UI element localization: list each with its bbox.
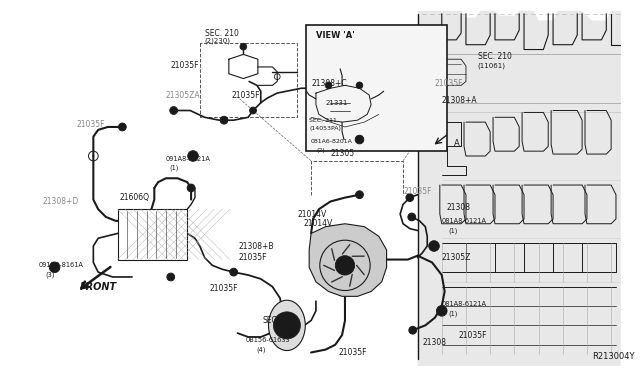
Text: 21035F: 21035F — [171, 61, 199, 70]
Text: 081A8-6121A: 081A8-6121A — [442, 218, 487, 224]
Text: (11061): (11061) — [477, 63, 506, 69]
Bar — [118, 209, 188, 260]
Text: B: B — [53, 265, 56, 270]
Polygon shape — [309, 224, 387, 296]
Text: 21035F: 21035F — [403, 187, 431, 196]
Text: 21308: 21308 — [447, 203, 470, 212]
Text: 21035F: 21035F — [239, 253, 267, 262]
Text: 091B8-8161A: 091B8-8161A — [38, 262, 83, 268]
Text: SEC. 210: SEC. 210 — [205, 29, 239, 38]
Text: (4): (4) — [256, 346, 266, 353]
Text: 21308+C: 21308+C — [311, 79, 347, 88]
Circle shape — [188, 184, 195, 192]
Ellipse shape — [269, 300, 305, 350]
Circle shape — [167, 273, 175, 281]
Text: SEC. 210: SEC. 210 — [477, 52, 511, 61]
Circle shape — [230, 268, 237, 276]
Text: B: B — [358, 137, 362, 142]
Circle shape — [273, 312, 300, 339]
Circle shape — [325, 82, 332, 89]
Text: 21014V: 21014V — [298, 209, 327, 219]
Text: 21035F: 21035F — [458, 331, 486, 340]
Text: 081A6-8201A: 081A6-8201A — [311, 139, 353, 144]
Text: 21305Z: 21305Z — [442, 253, 471, 262]
Text: (1): (1) — [449, 227, 458, 234]
Text: SEC.150: SEC.150 — [262, 316, 294, 325]
Circle shape — [409, 326, 417, 334]
Circle shape — [49, 262, 60, 273]
Text: 21035F: 21035F — [232, 90, 260, 100]
Circle shape — [356, 82, 363, 89]
Text: 21308+D: 21308+D — [42, 197, 78, 206]
Circle shape — [118, 123, 126, 131]
Text: B: B — [191, 154, 195, 158]
Circle shape — [408, 213, 415, 221]
Text: 21308+B: 21308+B — [239, 241, 274, 250]
Circle shape — [220, 116, 228, 124]
Text: (3): (3) — [45, 272, 54, 278]
Text: (1): (1) — [449, 311, 458, 317]
Text: 21035F: 21035F — [77, 119, 106, 129]
Polygon shape — [417, 11, 621, 366]
Circle shape — [429, 241, 439, 251]
Text: 21308: 21308 — [422, 338, 447, 347]
Circle shape — [170, 107, 177, 114]
Text: FRONT: FRONT — [79, 282, 116, 292]
Text: (1): (1) — [169, 164, 179, 171]
Circle shape — [240, 43, 247, 50]
Text: B: B — [440, 308, 444, 313]
Text: 21606Q: 21606Q — [120, 193, 150, 202]
Bar — [307, 25, 447, 151]
Text: 21308+A: 21308+A — [442, 96, 477, 105]
Text: SEC. 211: SEC. 211 — [309, 118, 337, 123]
Text: VIEW 'A': VIEW 'A' — [316, 31, 355, 39]
Text: (2): (2) — [316, 148, 325, 153]
Circle shape — [406, 194, 413, 202]
Text: 21331: 21331 — [326, 100, 348, 106]
Text: B: B — [432, 244, 436, 248]
Circle shape — [355, 135, 364, 144]
Text: R213004Y: R213004Y — [592, 352, 634, 361]
Text: 21305ZA: 21305ZA — [166, 90, 200, 100]
Text: 21014V: 21014V — [303, 219, 333, 228]
Text: 21305: 21305 — [330, 148, 355, 158]
Text: 081A8-6121A: 081A8-6121A — [442, 301, 487, 307]
Text: 21035F: 21035F — [209, 284, 238, 293]
Circle shape — [188, 151, 198, 161]
Text: (14053PA): (14053PA) — [309, 126, 341, 131]
Circle shape — [346, 81, 354, 89]
Circle shape — [436, 305, 447, 316]
Circle shape — [415, 132, 424, 140]
Circle shape — [356, 191, 364, 199]
Text: 21035F: 21035F — [338, 348, 367, 357]
Text: A: A — [454, 139, 460, 148]
Circle shape — [404, 87, 412, 95]
Circle shape — [335, 256, 355, 275]
Text: 091A8-6121A: 091A8-6121A — [166, 156, 211, 162]
Text: 21035F: 21035F — [435, 79, 463, 88]
Text: 0B156-61633: 0B156-61633 — [245, 337, 290, 343]
Text: (2)230): (2)230) — [205, 38, 230, 44]
Circle shape — [250, 107, 257, 114]
